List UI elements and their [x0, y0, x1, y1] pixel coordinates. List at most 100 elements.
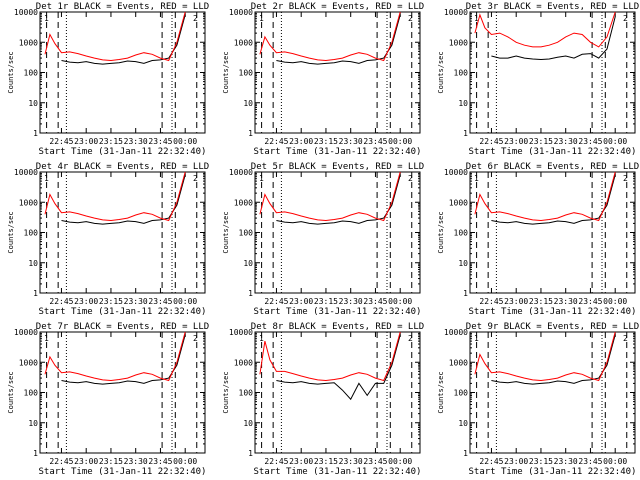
panel-1: Det 1r BLACK = Events, RED = LLD 1 2 1 10 100…: [7, 2, 209, 157]
x-tick-label: 00:00: [388, 137, 412, 146]
x-axis-label: Start Time (31-Jan-11 22:32:40): [39, 147, 207, 157]
y-tick-label: 10: [243, 259, 253, 268]
y-axis-label: Counts/sec: [437, 51, 445, 93]
y-tick-label: 1000: [19, 358, 38, 367]
x-tick-label: 23:30: [124, 137, 148, 146]
lld-series-line: [259, 11, 401, 62]
panel-5: Det 5r BLACK = Events, RED = LLD 1 2 1 10 100…: [222, 162, 424, 317]
y-tick-label: 1000: [449, 198, 468, 207]
y-tick-label: 10: [243, 419, 253, 428]
x-axis-label: Start Time (31-Jan-11 22:32:40): [254, 467, 422, 477]
panel-title: Det 8r BLACK = Events, RED = LLD: [251, 322, 424, 332]
lld-series-line: [259, 171, 401, 222]
events-series-line: [276, 14, 401, 65]
x-tick-label: 22:45: [264, 457, 288, 466]
y-tick-label: 1: [33, 289, 38, 298]
x-tick-label: 23:00: [74, 297, 98, 306]
panel-9: Det 9r BLACK = Events, RED = LLD 1 2 1 10 100…: [437, 322, 639, 477]
corner-mark: 2: [408, 14, 413, 23]
y-axis-label: Counts/sec: [437, 211, 445, 253]
x-tick-label: 00:00: [173, 297, 197, 306]
x-axis-label: Start Time (31-Jan-11 22:32:40): [469, 307, 637, 317]
x-axis-label: Start Time (31-Jan-11 22:32:40): [39, 467, 207, 477]
x-tick-label: 23:15: [314, 297, 338, 306]
x-axis-label: Start Time (31-Jan-11 22:32:40): [469, 467, 637, 477]
y-tick-label: 10000: [229, 328, 253, 337]
x-axis-label: Start Time (31-Jan-11 22:32:40): [469, 147, 637, 157]
corner-mark: 1: [259, 174, 264, 183]
x-tick-label: 23:00: [504, 137, 528, 146]
y-tick-label: 10000: [444, 168, 468, 177]
y-axis-label: Counts/sec: [7, 211, 15, 253]
x-tick-label: 23:45: [363, 137, 387, 146]
x-axis-label: Start Time (31-Jan-11 22:32:40): [254, 307, 422, 317]
x-tick-label: 22:45: [479, 297, 503, 306]
lld-series-line: [474, 331, 616, 382]
x-axis-label: Start Time (31-Jan-11 22:32:40): [39, 307, 207, 317]
events-series-line: [61, 174, 186, 225]
x-tick-label: 23:15: [314, 457, 338, 466]
panel-title: Det 9r BLACK = Events, RED = LLD: [466, 322, 639, 332]
y-tick-label: 10000: [14, 168, 38, 177]
x-tick-label: 23:30: [339, 457, 363, 466]
x-tick-label: 22:45: [479, 137, 503, 146]
y-tick-label: 100: [239, 69, 254, 78]
lld-series-line: [259, 331, 401, 382]
x-tick-label: 23:00: [289, 137, 313, 146]
x-tick-label: 22:45: [49, 297, 73, 306]
y-tick-label: 100: [239, 389, 254, 398]
x-tick-label: 22:45: [479, 457, 503, 466]
y-tick-label: 1: [463, 129, 468, 138]
panel-2: Det 2r BLACK = Events, RED = LLD 1 2 1 10 100…: [222, 2, 424, 157]
x-tick-label: 22:45: [49, 137, 73, 146]
y-tick-label: 10: [28, 419, 38, 428]
corner-mark: 2: [408, 334, 413, 343]
x-tick-label: 23:15: [314, 137, 338, 146]
x-tick-label: 23:15: [529, 297, 553, 306]
lld-series-line: [44, 11, 186, 62]
x-tick-label: 23:45: [363, 457, 387, 466]
x-tick-label: 23:45: [363, 297, 387, 306]
panel-title: Det 6r BLACK = Events, RED = LLD: [466, 162, 639, 172]
y-tick-label: 1000: [234, 198, 253, 207]
y-tick-label: 100: [239, 229, 254, 238]
y-tick-label: 100: [454, 389, 469, 398]
y-tick-label: 1000: [449, 38, 468, 47]
events-series-line: [61, 14, 186, 65]
corner-mark: 2: [623, 174, 628, 183]
y-tick-label: 10: [458, 419, 468, 428]
panel-3: Det 3r BLACK = Events, RED = LLD 1 2 1 10 100…: [437, 2, 639, 157]
y-axis-label: Counts/sec: [222, 211, 230, 253]
y-tick-label: 10000: [14, 8, 38, 17]
x-tick-label: 23:00: [74, 137, 98, 146]
x-tick-label: 00:00: [388, 457, 412, 466]
x-tick-label: 00:00: [603, 457, 627, 466]
y-tick-label: 1: [463, 289, 468, 298]
x-tick-label: 23:30: [339, 137, 363, 146]
panel-7: Det 7r BLACK = Events, RED = LLD 1 2 1 10 100…: [7, 322, 209, 477]
panel-8: Det 8r BLACK = Events, RED = LLD 1 2 1 10 100…: [222, 322, 424, 477]
x-tick-label: 23:00: [289, 457, 313, 466]
panel-title: Det 7r BLACK = Events, RED = LLD: [36, 322, 209, 332]
corner-mark: 2: [408, 174, 413, 183]
y-tick-label: 10: [243, 99, 253, 108]
lld-series-line: [44, 331, 186, 382]
corner-mark: 2: [193, 334, 198, 343]
x-tick-label: 23:30: [554, 297, 578, 306]
plot-frame: [469, 11, 636, 134]
x-tick-label: 22:45: [264, 297, 288, 306]
x-tick-label: 00:00: [173, 457, 197, 466]
y-tick-label: 1000: [234, 38, 253, 47]
panel-title: Det 5r BLACK = Events, RED = LLD: [251, 162, 424, 172]
panel-6: Det 6r BLACK = Events, RED = LLD 1 2 1 10 100…: [437, 162, 639, 317]
y-tick-label: 100: [454, 229, 469, 238]
corner-mark: 1: [474, 174, 479, 183]
y-tick-label: 100: [24, 389, 39, 398]
x-tick-label: 23:15: [529, 457, 553, 466]
y-tick-label: 10000: [14, 328, 38, 337]
y-tick-label: 100: [24, 229, 39, 238]
y-tick-label: 10000: [229, 168, 253, 177]
events-series-line: [491, 174, 616, 225]
x-tick-label: 23:30: [124, 297, 148, 306]
